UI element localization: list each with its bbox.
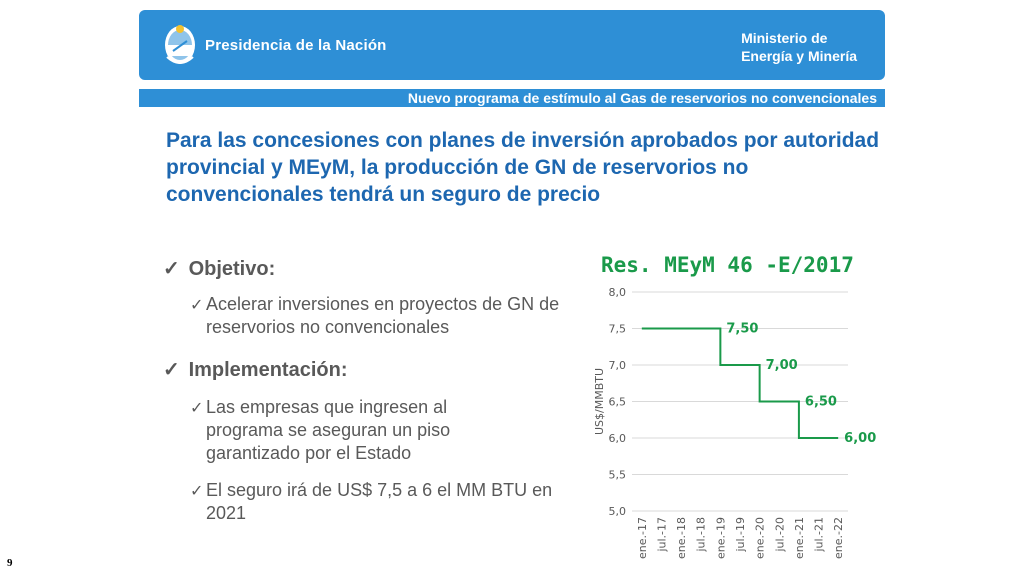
x-tick-label: ene.-19 (714, 517, 727, 559)
check-icon: ✓ (163, 258, 180, 280)
check-icon: ✓ (190, 297, 204, 314)
slide-title: Para las concesiones con planes de inver… (166, 129, 880, 206)
bullet-implementacion-text-2: ✓ El seguro irá de US$ 7,5 a 6 el MM BTU … (190, 479, 570, 525)
presidencia-label: Presidencia de la Nación (205, 37, 387, 54)
x-tick-label: ene.-22 (832, 517, 845, 559)
chart-title: Res. MEyM 46 -E/2017 (601, 253, 854, 277)
objetivo-text: Acelerar inversiones en proyectos de GN … (206, 294, 560, 337)
data-label: 6,50 (805, 395, 837, 410)
y-axis-title: US$/MMBTU (593, 368, 606, 435)
x-tick-label: jul.-17 (655, 517, 668, 553)
check-icon: ✓ (163, 359, 180, 381)
x-tick-label: ene.-18 (675, 517, 688, 559)
national-seal-icon (165, 25, 195, 64)
page-number: 9 (7, 557, 13, 569)
y-tick-label: 8,0 (609, 286, 627, 299)
implementacion-text-2: El seguro irá de US$ 7,5 a 6 el MM BTU e… (206, 480, 553, 523)
check-icon: ✓ (190, 400, 204, 417)
data-label: 7,50 (726, 322, 758, 337)
y-tick-label: 7,0 (609, 359, 627, 372)
data-label: 6,00 (844, 431, 876, 446)
x-tick-label: jul.-21 (813, 517, 826, 553)
ministry-label: Ministerio de Energía y Minería (741, 29, 857, 65)
y-tick-label: 5,5 (609, 469, 627, 482)
x-tick-label: jul.-20 (773, 517, 786, 553)
y-tick-label: 7,5 (609, 323, 627, 336)
x-tick-label: jul.-18 (695, 517, 708, 553)
series-line (641, 327, 839, 439)
y-tick-label: 6,0 (609, 432, 627, 445)
implementacion-label: Implementación: (188, 359, 348, 381)
x-tick-label: ene.-21 (793, 517, 806, 559)
header-banner: Presidencia de la Nación Ministerio de E… (139, 10, 885, 80)
y-tick-label: 5,0 (609, 505, 627, 518)
price-step-chart: 5,0 5,5 6,0 6,5 7,0 7,5 8,0 ene.-17 jul.-17 ene.-… (593, 286, 876, 559)
implementacion-text-1: Las empresas que ingresen al programa se… (206, 397, 451, 463)
bullet-implementacion-text-1: ✓ Las empresas que ingresen al programa s… (190, 396, 520, 465)
bullet-implementacion: ✓ Implementación: (163, 357, 347, 382)
ministry-line-2: Energía y Minería (741, 48, 857, 64)
ministry-line-1: Ministerio de (741, 30, 828, 46)
bullet-objetivo-text: ✓ Acelerar inversiones en proyectos de GN… (190, 293, 570, 339)
subheader-bar: Nuevo programa de estímulo al Gas de res… (139, 89, 885, 107)
data-label: 7,00 (766, 358, 798, 373)
objetivo-label: Objetivo: (188, 258, 276, 280)
bullet-objetivo: ✓ Objetivo: (163, 256, 275, 281)
subheader-text: Nuevo programa de estímulo al Gas de res… (407, 90, 877, 106)
y-tick-label: 6,5 (609, 396, 627, 409)
x-tick-label: ene.-20 (754, 517, 767, 559)
check-icon: ✓ (190, 483, 204, 500)
x-tick-label: jul.-19 (734, 517, 747, 553)
x-tick-label: ene.-17 (636, 517, 649, 559)
